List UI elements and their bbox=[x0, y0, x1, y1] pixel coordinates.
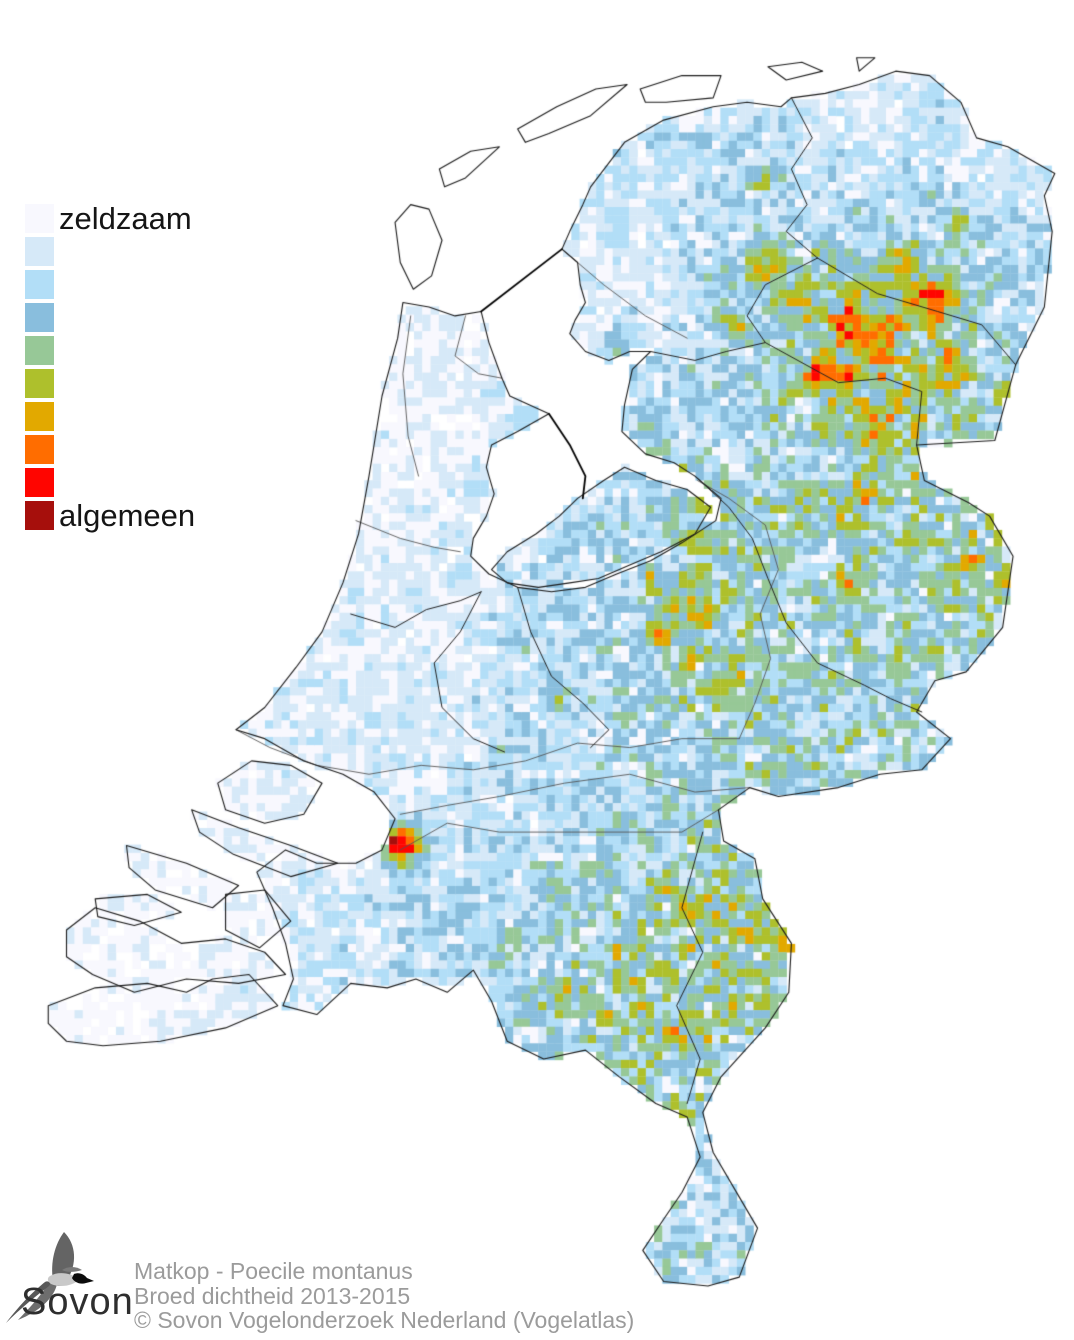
caption-subtitle-line: Broed dichtheid 2013-2015 bbox=[134, 1282, 411, 1309]
legend-swatch-7 bbox=[25, 402, 54, 431]
legend-swatch-5 bbox=[25, 336, 54, 365]
legend-swatch-4 bbox=[25, 303, 54, 332]
map-caption: Matkop - Poecile montanus Broed dichthei… bbox=[134, 1259, 634, 1333]
legend-swatch-6 bbox=[25, 369, 54, 398]
legend-swatch-9 bbox=[25, 468, 54, 497]
caption-copyright-line: © Sovon Vogelonderzoek Nederland (Vogela… bbox=[134, 1307, 635, 1333]
legend-swatch-3 bbox=[25, 270, 54, 299]
legend-swatch-10 bbox=[25, 501, 54, 530]
caption-species-line: Matkop - Poecile montanus bbox=[134, 1258, 413, 1284]
legend-swatch-1 bbox=[25, 204, 54, 233]
legend-swatch-8 bbox=[25, 435, 54, 464]
legend-label-common: algemeen bbox=[59, 498, 196, 533]
sovon-logo-text: Sovon bbox=[21, 1281, 134, 1323]
legend-swatch-2 bbox=[25, 237, 54, 266]
sovon-swallow-logo bbox=[6, 1232, 94, 1323]
legend-label-rare: zeldzaam bbox=[59, 201, 192, 236]
